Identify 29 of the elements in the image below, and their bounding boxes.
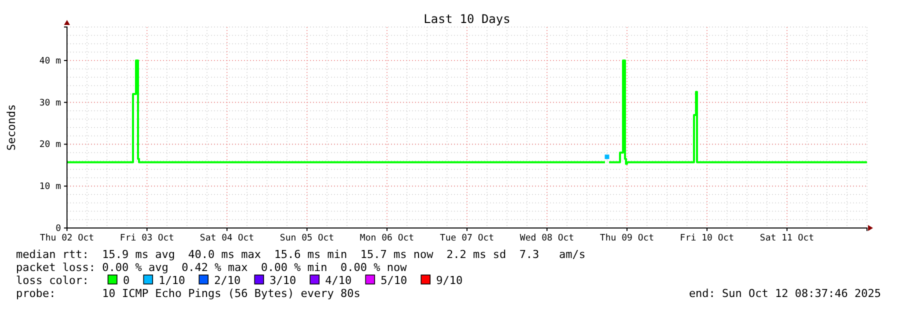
x-tick-label: Wed 08 Oct [520,233,574,244]
legend-label: 2/10 [214,274,241,287]
legend-label: 0 [123,274,130,287]
legend-label: 1/10 [158,274,186,287]
y-tick-label: 40 m [39,56,61,66]
x-tick-label: Sat 11 Oct [760,233,814,244]
x-tick-label: Mon 06 Oct [360,233,414,244]
legend-label: 4/10 [325,274,352,287]
legend-label: 5/10 [380,274,408,287]
x-tick-label: Fri 10 Oct [680,233,734,244]
text: packet loss: 0.00 % avg 0.42 % max 0.00 % min 0.00 % now [16,261,408,274]
text: end: Sun Oct 12 08:37:46 2025 [688,287,881,300]
x-tick-label: Sun 05 Oct [280,233,334,244]
x-tick-label: Thu 02 Oct [40,233,94,244]
x-tick-label: Thu 09 Oct [600,233,654,244]
x-tick-label: Tue 07 Oct [440,233,494,244]
legend-label: 9/10 [436,274,463,287]
chart-title: Last 10 Days [424,12,510,26]
legend-label: 3/10 [270,274,296,287]
legend-title: loss color: [16,274,89,287]
y-axis-title: Seconds [5,104,18,151]
x-tick-label: Sat 04 Oct [200,233,254,244]
y-tick-label: 20 m [39,140,61,150]
x-tick-label: Fri 03 Oct [120,233,174,244]
y-tick-label: 0 [56,224,61,234]
y-tick-label: 10 m [39,182,61,192]
text: median rtt: 15.9 ms avg 40.0 ms max 15.6 ms min 15.7 ms now 2.2 ms sd 7.3 am/s [16,248,586,261]
text: probe: 10 ICMP Echo Pings (56 Bytes) every 80s [16,287,360,300]
y-tick-label: 30 m [39,98,61,108]
